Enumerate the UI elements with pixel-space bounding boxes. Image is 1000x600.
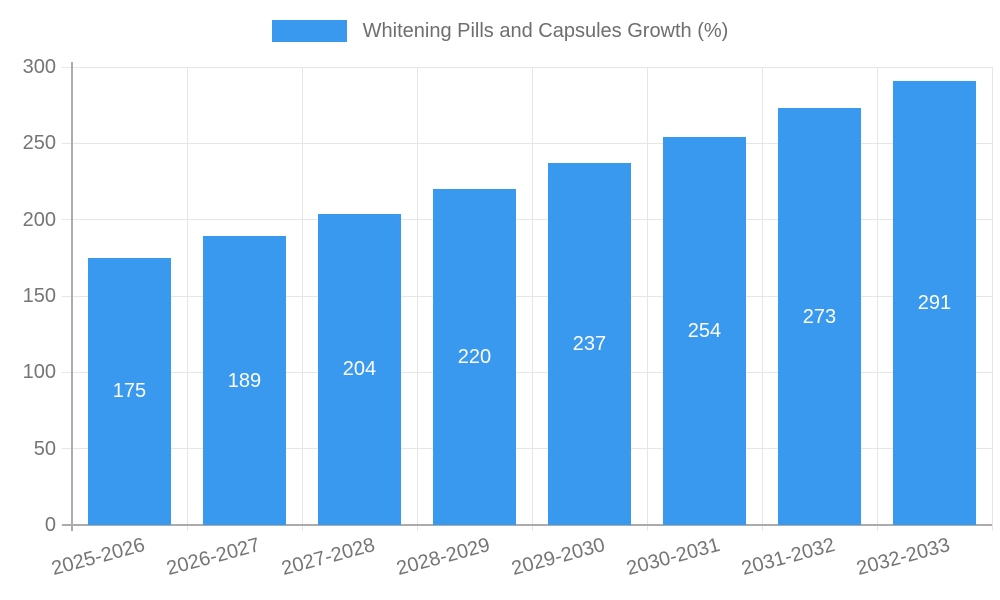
bar-value-label: 237 (572, 333, 607, 356)
x-tick-mark (186, 525, 188, 531)
x-tick-mark (876, 525, 878, 531)
bar[interactable] (663, 137, 746, 525)
gridline-v (416, 67, 418, 525)
y-tick-mark (62, 448, 72, 450)
bar-value-label: 175 (112, 380, 147, 403)
bar[interactable] (318, 213, 401, 525)
bar[interactable] (778, 108, 861, 525)
y-axis-tick-label: 50 (33, 437, 56, 460)
bar[interactable] (893, 80, 976, 525)
x-axis-tick-label: 2027-2028 (279, 534, 378, 581)
gridline-v (301, 67, 303, 525)
y-axis-tick-label: 250 (22, 132, 56, 155)
bar[interactable] (203, 236, 286, 525)
bar-value-label: 189 (227, 369, 262, 392)
y-axis-tick-label: 300 (22, 56, 56, 78)
x-tick-mark (531, 525, 533, 531)
x-axis-tick-label: 2031-2032 (739, 534, 838, 581)
legend-swatch (271, 20, 347, 42)
x-axis-tick-label: 2028-2029 (394, 534, 493, 581)
x-axis-tick-label: 2025-2026 (49, 534, 148, 581)
y-tick-mark (62, 219, 72, 221)
y-tick-mark (62, 142, 72, 144)
y-tick-mark (62, 66, 72, 68)
y-tick-mark (62, 371, 72, 373)
x-axis-tick-label: 2026-2027 (164, 534, 263, 581)
bar[interactable] (88, 257, 171, 525)
y-axis-tick-label: 100 (22, 361, 56, 384)
gridline-v (761, 67, 763, 525)
bar[interactable] (433, 189, 516, 525)
x-tick-mark (646, 525, 648, 531)
x-axis-line (62, 524, 992, 526)
x-tick-mark (991, 525, 993, 531)
legend: Whitening Pills and Capsules Growth (%) (0, 20, 1000, 42)
y-axis-tick-label: 200 (22, 208, 56, 231)
bar-value-label: 254 (687, 320, 722, 343)
x-tick-mark (416, 525, 418, 531)
gridline-v (186, 67, 188, 525)
legend-label: Whitening Pills and Capsules Growth (%) (362, 20, 729, 42)
x-axis-tick-label: 2030-2031 (624, 534, 723, 581)
gridline-v (876, 67, 878, 525)
x-axis-tick-label: 2032-2033 (854, 534, 953, 581)
y-axis-tick-label: 0 (44, 514, 56, 536)
x-tick-mark (761, 525, 763, 531)
bar[interactable] (548, 163, 631, 525)
bar-value-label: 273 (802, 305, 837, 328)
legend-item[interactable]: Whitening Pills and Capsules Growth (%) (271, 20, 729, 42)
gridline-v (646, 67, 648, 525)
y-axis-tick-label: 150 (22, 285, 56, 307)
gridline-v (531, 67, 533, 525)
x-axis-tick-label: 2029-2030 (509, 534, 608, 581)
x-tick-mark (301, 525, 303, 531)
gridline-v (991, 67, 993, 525)
y-axis-line (71, 62, 73, 531)
y-tick-mark (62, 295, 72, 297)
bar-value-label: 204 (342, 358, 377, 381)
bar-value-label: 220 (457, 346, 492, 369)
bar-value-label: 291 (917, 291, 952, 314)
